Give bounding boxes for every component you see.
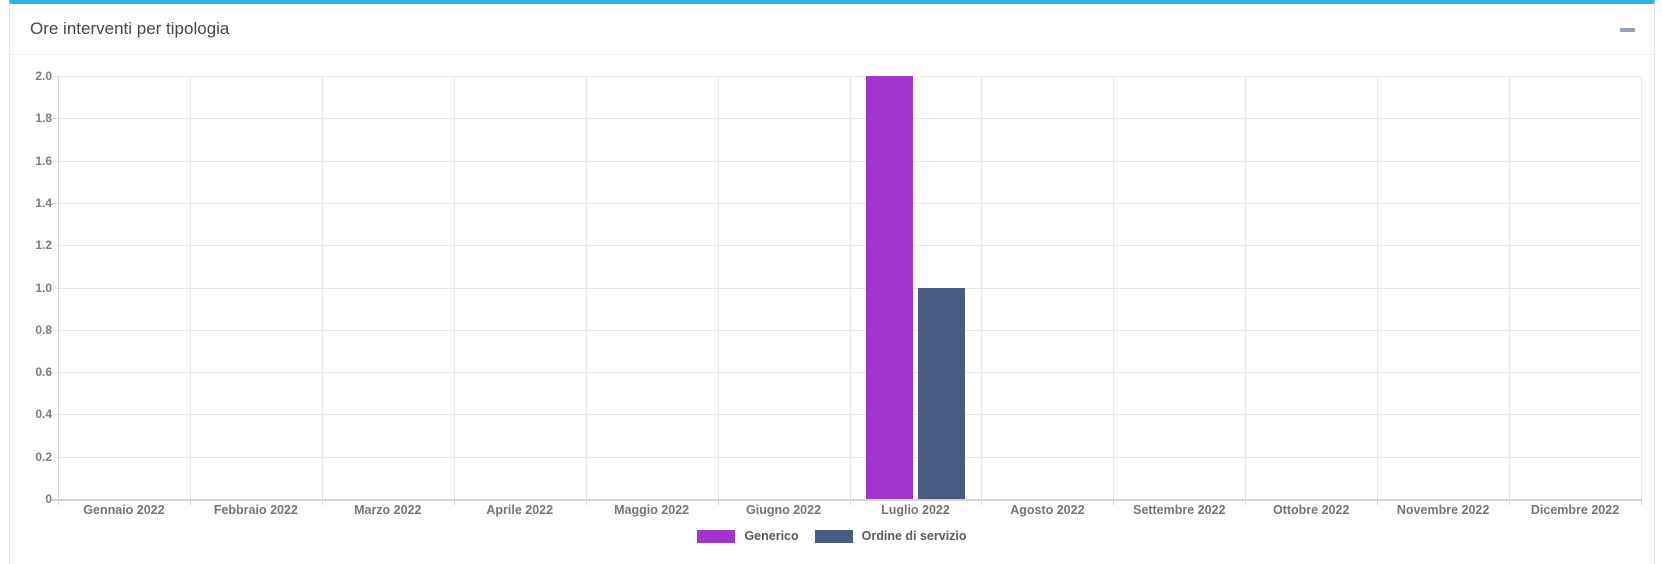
x-axis-tick bbox=[585, 499, 587, 505]
x-axis-tick bbox=[1245, 499, 1247, 505]
y-axis-tick-label: 1.4 bbox=[35, 195, 52, 210]
plot-area bbox=[52, 76, 1642, 505]
x-axis-tick bbox=[1509, 499, 1511, 505]
x-axis-tick bbox=[849, 499, 851, 505]
y-axis-tick-label: 0.8 bbox=[35, 322, 52, 337]
gridline-horizontal bbox=[52, 287, 1641, 289]
x-axis-tick bbox=[981, 499, 983, 505]
y-axis: 0 0.2 0.4 0.6 0.8 1.0 1.2 1.4 1.6 1.8 2.0 bbox=[10, 59, 52, 519]
legend-label: Generico bbox=[744, 529, 799, 543]
gridline-vertical bbox=[189, 76, 191, 499]
y-axis-tick-label: 1.8 bbox=[35, 111, 52, 126]
gridline-vertical bbox=[1641, 76, 1642, 499]
x-axis-tick bbox=[189, 499, 191, 505]
y-axis-tick-label: 0.6 bbox=[35, 365, 52, 380]
gridline-horizontal bbox=[52, 118, 1641, 120]
bar-generico-luglio-2022[interactable] bbox=[865, 76, 913, 499]
y-axis-line bbox=[58, 76, 59, 499]
gridline-horizontal bbox=[52, 456, 1641, 458]
x-axis-tick-label: Marzo 2022 bbox=[354, 503, 422, 517]
gridline-vertical bbox=[849, 76, 851, 499]
x-axis-tick bbox=[321, 499, 323, 505]
gridline-vertical bbox=[453, 76, 455, 499]
gridline-horizontal bbox=[52, 414, 1641, 416]
x-axis-tick-label: Ottobre 2022 bbox=[1272, 503, 1350, 517]
x-axis-tick bbox=[58, 499, 59, 505]
y-axis-tick-label: 0.2 bbox=[35, 449, 52, 464]
y-axis-tick-label: 0.4 bbox=[35, 407, 52, 422]
gridline-vertical bbox=[717, 76, 719, 499]
bar-ordine-di-servizio-luglio-2022[interactable] bbox=[917, 287, 965, 499]
gridline-vertical bbox=[585, 76, 587, 499]
gridline-vertical bbox=[1377, 76, 1379, 499]
x-axis-tick-label: Maggio 2022 bbox=[614, 503, 690, 517]
bar-chart: 0 0.2 0.4 0.6 0.8 1.0 1.2 1.4 1.6 1.8 2.0 Gennaio … bbox=[10, 59, 1654, 564]
x-axis-tick bbox=[717, 499, 719, 505]
x-axis-tick-label: Gennaio 2022 bbox=[83, 503, 165, 517]
gridline-vertical bbox=[1245, 76, 1247, 499]
y-axis-tick-label: 1.0 bbox=[35, 280, 52, 295]
x-axis-tick-label: Agosto 2022 bbox=[1010, 503, 1085, 517]
y-axis-tick-label: 2.0 bbox=[35, 69, 52, 83]
x-axis-tick-label: Dicembre 2022 bbox=[1530, 503, 1620, 517]
x-axis-tick-label: Giugno 2022 bbox=[746, 503, 822, 517]
x-axis-tick-label: Febbraio 2022 bbox=[213, 503, 298, 517]
panel-title: Ore interventi per tipologia bbox=[30, 19, 230, 38]
legend-swatch-icon bbox=[814, 529, 853, 543]
gridline-vertical bbox=[321, 76, 323, 499]
gridline-vertical bbox=[1113, 76, 1115, 499]
minus-icon bbox=[1619, 28, 1635, 32]
gridline-vertical bbox=[1509, 76, 1511, 499]
y-axis-tick-label: 0 bbox=[45, 492, 52, 506]
x-axis-tick-label: Settembre 2022 bbox=[1133, 503, 1226, 517]
gridline-horizontal bbox=[52, 76, 1641, 77]
x-axis-tick-label: Luglio 2022 bbox=[881, 503, 950, 517]
x-axis-tick bbox=[1377, 499, 1379, 505]
gridline-horizontal bbox=[52, 245, 1641, 247]
gridline-horizontal bbox=[52, 202, 1641, 204]
x-axis: Gennaio 2022 Febbraio 2022 Marzo 2022 April… bbox=[58, 503, 1641, 521]
gridline-horizontal bbox=[52, 499, 1641, 501]
legend-label: Ordine di servizio bbox=[861, 529, 967, 543]
x-axis-tick bbox=[453, 499, 455, 505]
panel: Ore interventi per tipologia 0 0.2 0.4 0.6 0… bbox=[9, 0, 1655, 564]
gridline-horizontal bbox=[52, 329, 1641, 331]
y-axis-tick-label: 1.6 bbox=[35, 153, 52, 168]
legend-item-ordine-di-servizio[interactable]: Ordine di servizio bbox=[814, 529, 967, 543]
legend-item-generico[interactable]: Generico bbox=[697, 529, 799, 543]
collapse-button[interactable] bbox=[1614, 18, 1640, 42]
gridline-vertical bbox=[981, 76, 983, 499]
panel-header: Ore interventi per tipologia bbox=[10, 4, 1654, 55]
x-axis-tick-label: Novembre 2022 bbox=[1396, 503, 1490, 517]
x-axis-tick bbox=[1113, 499, 1115, 505]
x-axis-tick-label: Aprile 2022 bbox=[486, 503, 554, 517]
gridline-horizontal bbox=[52, 372, 1641, 374]
y-axis-tick-label: 1.2 bbox=[35, 238, 52, 253]
chart-legend: Generico Ordine di servizio bbox=[10, 529, 1654, 543]
legend-swatch-icon bbox=[697, 529, 736, 543]
gridline-horizontal bbox=[52, 160, 1641, 162]
x-axis-tick bbox=[1641, 499, 1642, 505]
